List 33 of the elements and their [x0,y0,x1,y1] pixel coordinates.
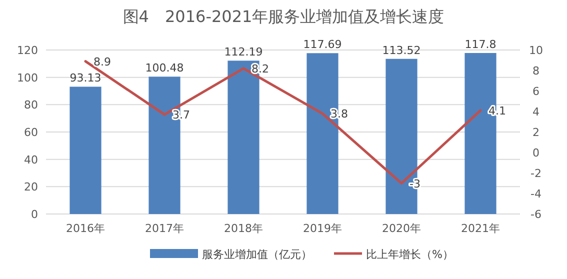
y2-tick-label: 0 [532,146,540,160]
bar [70,86,102,214]
data-label: 8.9 [94,55,111,68]
x-tick-label: 2019年 [303,222,342,235]
y-tick-label: 100 [17,71,38,84]
y2-tick-label: 10 [529,44,543,57]
x-tick-label: 2017年 [145,222,184,235]
y2-tick-label: 8 [532,64,540,78]
y-tick-label: 120 [17,44,38,57]
y2-tick-label: -6 [530,208,542,221]
x-tick-label: 2016年 [66,222,105,235]
x-tick-label: 2020年 [382,222,421,235]
y-tick-label: 0 [31,208,38,221]
x-tick-label: 2018年 [224,222,263,235]
y2-tick-label: -2 [530,167,542,180]
x-tick-label: 2021年 [461,222,500,235]
data-label: 117.69 [303,38,342,52]
y2-tick-label: -4 [530,188,542,200]
y-tick-label: 80 [24,98,38,112]
legend-label: 服务业增加值（亿元） [202,248,312,261]
title: 图4 2016-2021年服务业增加值及增长速度 [122,7,444,26]
y2-tick-label: 6 [532,85,540,98]
data-label: 117.8 [464,38,496,52]
y-tick-label: 60 [24,126,38,139]
y-tick-label: 40 [24,153,38,166]
y-tick-label: 20 [24,180,38,194]
y2-tick-label: 4 [532,106,540,118]
data-label: 112.19 [224,46,263,59]
data-label: 113.52 [382,44,421,57]
data-label: 100.48 [145,62,184,75]
legend-label: 比上年增长（%） [366,248,454,261]
data-label: 93.13 [70,72,102,85]
y2-tick-label: 2 [532,126,540,139]
